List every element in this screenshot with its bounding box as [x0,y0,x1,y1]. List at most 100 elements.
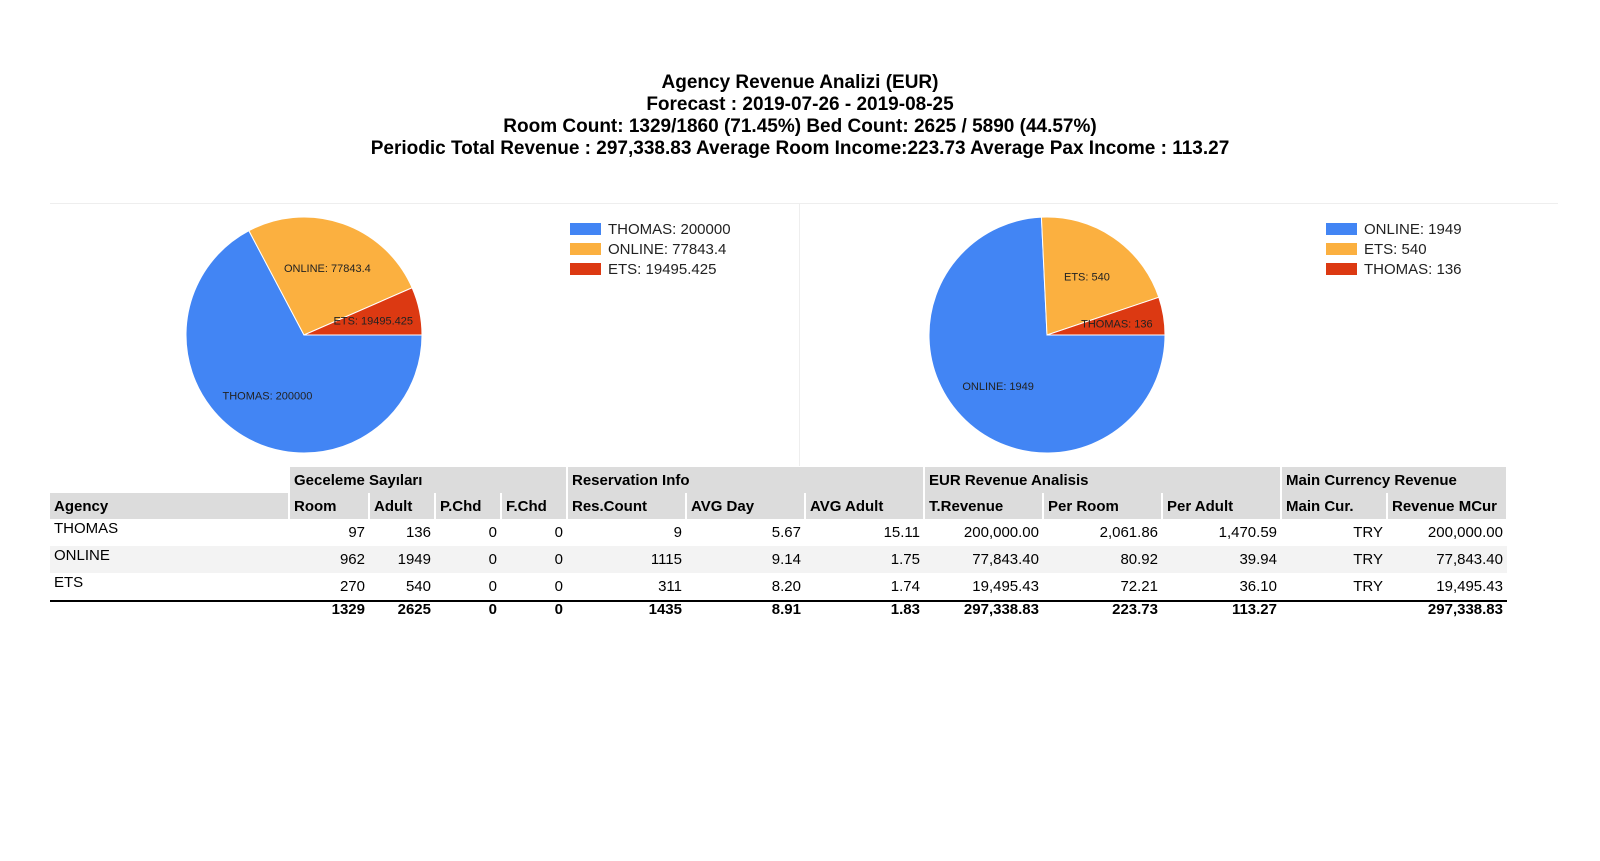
table-row: THOMAS 97 136 0 0 9 5.67 15.11 200,000.00 2,061.8… [50,519,1507,546]
table-cell: 19,495.43 [1436,578,1503,595]
table-cell: 0 [554,524,563,541]
legend-swatch [570,223,601,235]
table-cell: 1.74 [890,578,920,595]
legend-label: THOMAS: 136 [1364,260,1462,278]
table-cell: 80.92 [1043,546,1162,573]
legend-item[interactable]: ONLINE: 1949 [1326,219,1462,239]
pie-slice-label: THOMAS: 200000 [223,391,313,403]
total-cell: 113.27 [1162,600,1281,620]
legend-swatch [570,263,601,275]
table-cell: 200,000.00 [1427,524,1503,541]
table-cell: 19,495.43 [972,578,1039,595]
pie-slice-label: ETS: 540 [1064,272,1110,284]
adult-pie-legend: ONLINE: 1949 ETS: 540 THOMAS: 136 [1326,219,1462,279]
table-cell: 2,061.86 [1099,524,1158,541]
legend-item[interactable]: THOMAS: 136 [1326,259,1462,279]
table-cell: 1949 [369,546,435,573]
report-header: Agency Revenue Analizi (EUR) Forecast : … [0,72,1600,160]
legend-swatch [570,243,601,255]
table-cell: 15.11 [883,524,920,541]
pie-slice-label: ONLINE: 77843.4 [284,263,371,275]
table-cell: 39.94 [1162,546,1281,573]
column-header: Room [289,493,370,519]
group-header-blank [50,467,290,493]
total-cell: 297,338.83 [924,600,1043,620]
agency-name-cell: ETS [54,574,84,591]
column-header: T.Revenue [924,493,1044,519]
table-cell: 1115 [567,546,686,573]
column-header: Revenue MCur [1387,493,1508,519]
adult-pie-chart: ONLINE: 1949 ETS: 540 THOMAS: 136 [928,216,1166,454]
legend-label: THOMAS: 200000 [608,220,731,238]
legend-swatch [1326,223,1357,235]
table-cell: 540 [405,578,431,595]
column-header: AVG Day [686,493,806,519]
agency-name-cell: ONLINE [50,546,289,573]
legend-label: ONLINE: 1949 [1364,220,1462,238]
legend-item[interactable]: ETS: 540 [1326,239,1462,259]
table-cell: 36.10 [1239,578,1277,595]
revenue-pie-panel: THOMAS: 200000 ONLINE: 77843.4 ETS: 19495.… [50,204,800,466]
total-row: 1329 2625 0 0 1435 8.91 1.83 297,338.83 223.73 11… [50,600,1507,620]
column-header: Per Room [1043,493,1163,519]
legend-item[interactable]: ETS: 19495.425 [570,259,731,279]
column-header-row: Agency Room Adult P.Chd F.Chd Res.Count AVG Da… [50,493,1508,519]
table-cell: 77,843.40 [924,546,1043,573]
revenue-pie-legend: THOMAS: 200000 ONLINE: 77843.4 ETS: 19495.… [570,219,731,279]
report-title: Agency Revenue Analizi (EUR) [661,72,939,93]
total-cell [1281,600,1387,620]
room-bed-count: Room Count: 1329/1860 (71.45%) Bed Count… [503,116,1097,137]
legend-swatch [1326,243,1357,255]
revenue-summary: Periodic Total Revenue : 297,338.83 Aver… [370,138,1230,159]
table-cell: 9.14 [686,546,805,573]
table-cell: 962 [289,546,369,573]
total-cell: 2625 [369,600,435,620]
agency-report-table: Geceleme Sayıları Reservation Info EUR R… [50,467,1508,620]
pie-slice-ets[interactable] [1040,216,1160,336]
total-cell: 1329 [289,600,369,620]
table-cell: 0 [554,578,563,595]
legend-item[interactable]: ONLINE: 77843.4 [570,239,731,259]
column-header: Per Adult [1162,493,1282,519]
group-header-row: Geceleme Sayıları Reservation Info EUR R… [50,467,1508,493]
forecast-period: Forecast : 2019-07-26 - 2019-08-25 [646,94,954,115]
table-cell: 311 [658,578,682,595]
group-geceleme: Geceleme Sayıları [289,467,568,493]
legend-label: ETS: 19495.425 [608,260,717,278]
column-header: Agency [50,493,290,519]
pie-slice-label: THOMAS: 136 [1081,319,1153,331]
table-row: ONLINE 962 1949 0 0 1115 9.14 1.75 77,843.40 80.9… [50,546,1507,573]
table-cell: TRY [1281,546,1387,573]
table-cell: 0 [488,524,497,541]
legend-swatch [1326,263,1357,275]
table-cell: TRY [1353,524,1383,541]
column-header: Res.Count [567,493,687,519]
group-main-currency: Main Currency Revenue [1281,467,1508,493]
table-cell: 72.21 [1120,578,1158,595]
column-header: P.Chd [435,493,502,519]
legend-label: ONLINE: 77843.4 [608,240,727,258]
pie-slice-thomas[interactable] [185,229,423,454]
table-cell: TRY [1353,578,1383,595]
total-cell: 223.73 [1043,600,1162,620]
table-cell: 9 [673,524,682,541]
column-header: Main Cur. [1281,493,1388,519]
table-cell: 1,470.59 [1218,524,1277,541]
table-cell: 0 [435,546,501,573]
table-body: THOMAS 97 136 0 0 9 5.67 15.11 200,000.00 2,061.8… [50,519,1507,620]
table-cell: 5.67 [771,524,801,541]
pie-slice-label: ONLINE: 1949 [962,381,1034,393]
total-cell: 0 [435,600,501,620]
table-row: ETS 270 540 0 0 311 8.20 1.74 19,495.43 72.21 36.1… [50,573,1507,601]
pie-slice-ets[interactable] [303,287,423,336]
total-cell: 297,338.83 [1387,600,1507,620]
pie-slice-thomas[interactable] [1046,296,1166,336]
legend-label: ETS: 540 [1364,240,1427,258]
pie-slice-label: ETS: 19495.425 [334,316,414,328]
total-cell [50,600,289,620]
column-header: AVG Adult [805,493,925,519]
legend-item[interactable]: THOMAS: 200000 [570,219,731,239]
total-cell: 1.83 [805,600,924,620]
total-cell: 1435 [567,600,686,620]
agency-name-cell: THOMAS [54,520,119,537]
